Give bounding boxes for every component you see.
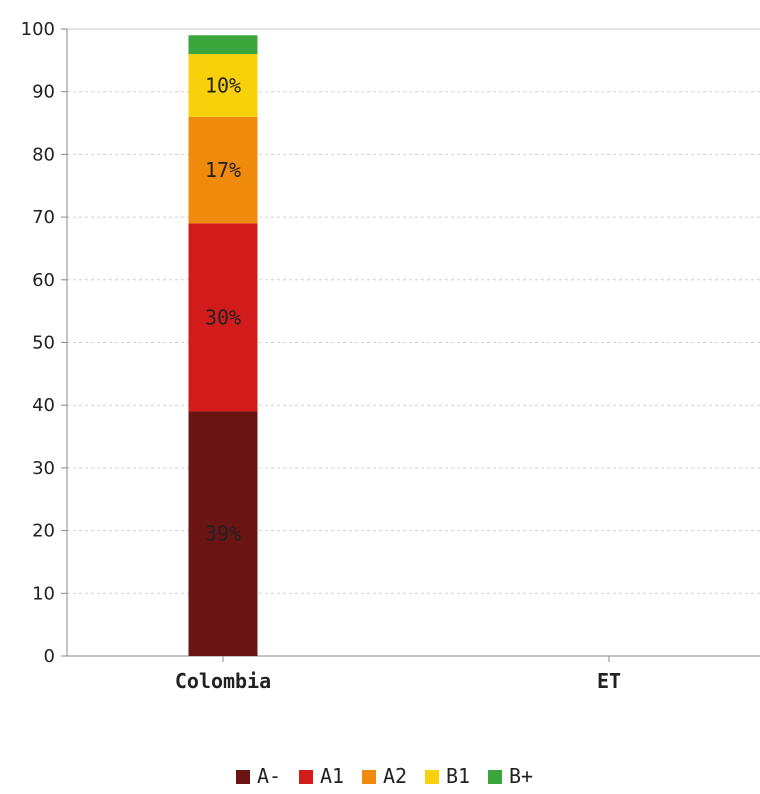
- legend: A- A1 A2 B1 B+: [236, 764, 533, 788]
- data-label: 39%: [205, 522, 241, 546]
- bar-segment-a1: [188, 223, 258, 412]
- bars: [188, 35, 258, 656]
- y-tick-label: 0: [44, 646, 55, 667]
- data-label: 17%: [205, 158, 241, 182]
- y-tick-label: 70: [32, 207, 55, 228]
- y-tick-label: 50: [32, 333, 55, 354]
- y-tick-label: 60: [32, 270, 55, 291]
- legend-label: A2: [383, 764, 407, 788]
- legend-label: B+: [509, 764, 533, 788]
- axes: 0 10 20 30 40 50 60 70 80 90 100 Colombia ET: [21, 19, 760, 693]
- legend-swatch: [425, 770, 439, 784]
- legend-label: A1: [320, 764, 344, 788]
- legend-swatch: [488, 770, 502, 784]
- bar-segment-b1: [188, 54, 258, 117]
- bar-segment-a: [188, 411, 258, 656]
- legend-swatch: [362, 770, 376, 784]
- legend-label: A-: [257, 764, 281, 788]
- legend-label: B1: [446, 764, 470, 788]
- legend-swatch: [236, 770, 250, 784]
- y-tick-label: 90: [32, 82, 55, 103]
- data-label: 30%: [205, 305, 241, 329]
- y-tick-label: 40: [32, 395, 55, 416]
- data-labels: 39% 30% 17% 10%: [205, 73, 241, 545]
- y-tick-label: 100: [21, 19, 55, 40]
- grid-lines: [67, 28, 760, 594]
- x-tick-label: ET: [597, 669, 621, 693]
- y-tick-label: 10: [32, 583, 55, 604]
- y-tick-label: 80: [32, 144, 55, 165]
- x-tick-label: Colombia: [175, 669, 271, 693]
- legend-swatch: [299, 770, 313, 784]
- bar-segment-a2: [188, 116, 258, 224]
- data-label: 10%: [205, 73, 241, 97]
- bar-segment-b: [188, 35, 258, 55]
- y-tick-label: 30: [32, 458, 55, 479]
- y-tick-label: 20: [32, 521, 55, 542]
